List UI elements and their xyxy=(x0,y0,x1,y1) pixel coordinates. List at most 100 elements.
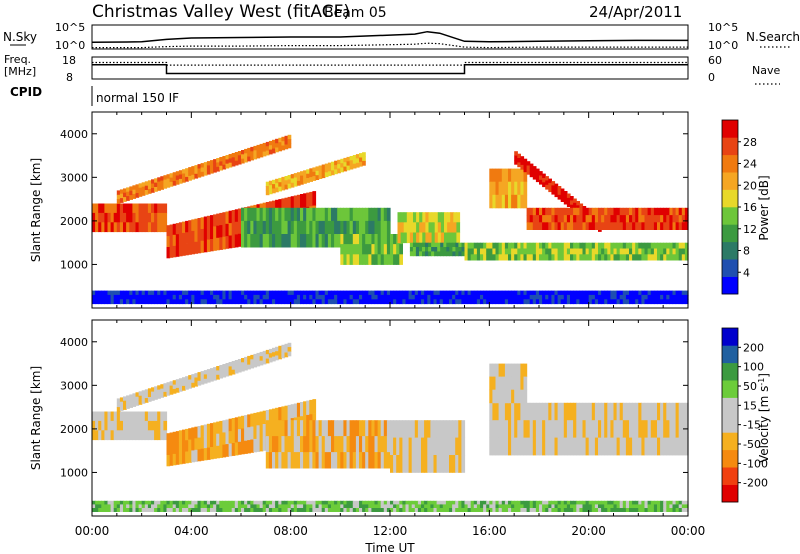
data-cell xyxy=(489,290,493,296)
data-cell xyxy=(151,299,155,305)
data-cell xyxy=(666,242,670,249)
data-cell xyxy=(566,193,571,199)
data-cell xyxy=(228,370,233,376)
data-cell xyxy=(340,167,344,173)
data-cell xyxy=(613,290,618,296)
data-cell xyxy=(520,254,525,261)
data-cell xyxy=(300,171,304,176)
data-cell xyxy=(281,185,286,191)
data-cell xyxy=(576,242,580,249)
data-cell xyxy=(160,290,164,296)
data-cell xyxy=(309,299,313,305)
data-cell xyxy=(151,290,155,296)
data-cell xyxy=(303,436,307,453)
data-cell xyxy=(638,437,642,456)
data-cell xyxy=(216,158,220,163)
data-cell xyxy=(141,420,146,431)
data-cell xyxy=(576,420,580,438)
ytick-label: 2000 xyxy=(60,215,88,228)
data-cell xyxy=(166,290,171,296)
data-cell xyxy=(113,290,118,296)
data-cell xyxy=(95,430,99,441)
data-cell xyxy=(116,500,121,505)
data-cell xyxy=(480,500,484,505)
data-cell xyxy=(427,299,431,305)
data-cell xyxy=(532,504,537,509)
data-cell xyxy=(147,189,152,194)
data-cell xyxy=(545,504,549,509)
data-cell xyxy=(535,242,540,249)
data-cell xyxy=(160,294,164,300)
data-cell xyxy=(644,222,649,230)
data-cell xyxy=(129,403,133,408)
data-cell xyxy=(250,508,254,512)
data-cell xyxy=(290,436,295,453)
data-cell xyxy=(290,290,295,296)
data-cell xyxy=(284,405,289,420)
data-cell xyxy=(359,290,363,296)
data-cell xyxy=(296,452,301,469)
data-cell xyxy=(467,500,472,505)
data-cell xyxy=(147,500,152,505)
data-cell xyxy=(126,404,130,409)
data-cell xyxy=(402,299,407,305)
data-cell xyxy=(684,299,689,305)
data-cell xyxy=(594,242,599,249)
data-cell xyxy=(436,420,441,438)
data-cell xyxy=(188,220,192,232)
data-cell xyxy=(579,242,584,249)
data-cell xyxy=(520,181,525,196)
data-cell xyxy=(601,254,605,261)
data-cell xyxy=(321,500,326,505)
data-cell xyxy=(262,299,267,305)
data-cell xyxy=(300,207,304,222)
data-cell xyxy=(275,294,279,300)
data-cell xyxy=(98,420,102,431)
data-cell xyxy=(526,294,531,300)
data-cell xyxy=(517,389,521,404)
data-cell xyxy=(539,254,543,261)
data-cell xyxy=(397,232,402,244)
data-cell xyxy=(396,437,400,456)
data-cell xyxy=(95,203,99,214)
data-cell xyxy=(660,254,664,261)
data-cell xyxy=(228,154,233,159)
data-cell xyxy=(650,508,655,512)
data-cell xyxy=(390,244,394,255)
data-cell xyxy=(570,508,574,512)
data-cell xyxy=(383,234,388,245)
data-cell xyxy=(213,422,217,435)
data-cell xyxy=(560,508,565,512)
data-cell xyxy=(371,452,376,469)
data-cell xyxy=(309,504,313,509)
data-cell xyxy=(247,290,251,296)
data-cell xyxy=(343,234,348,245)
data-cell xyxy=(635,508,639,512)
data-cell xyxy=(262,147,267,152)
data-cell xyxy=(386,504,391,509)
data-cell xyxy=(219,290,223,296)
data-cell xyxy=(368,294,372,300)
data-cell xyxy=(681,437,686,456)
data-cell xyxy=(293,436,298,453)
data-cell xyxy=(296,220,301,235)
data-cell xyxy=(563,215,568,223)
data-cell xyxy=(278,199,282,214)
data-cell xyxy=(641,402,646,421)
data-cell xyxy=(557,222,562,230)
data-cell xyxy=(92,500,96,505)
data-cell xyxy=(141,399,146,404)
data-cell xyxy=(119,198,124,203)
data-cell xyxy=(480,504,484,509)
data-cell xyxy=(287,196,292,212)
data-cell xyxy=(222,420,227,433)
data-cell xyxy=(151,212,155,223)
data-cell xyxy=(495,389,500,404)
data-cell xyxy=(272,188,276,194)
data-cell xyxy=(154,187,158,192)
data-cell xyxy=(144,190,149,195)
data-cell xyxy=(129,190,133,196)
data-cell xyxy=(532,248,537,255)
data-cell xyxy=(542,500,546,505)
data-cell xyxy=(660,294,664,300)
